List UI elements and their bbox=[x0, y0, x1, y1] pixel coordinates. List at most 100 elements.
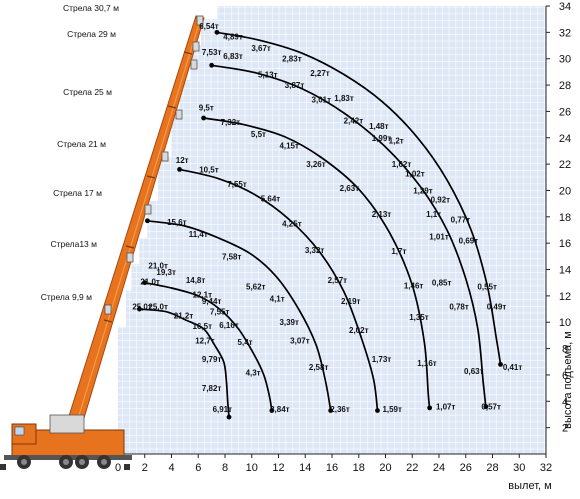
x-axis-label: вылет, м bbox=[508, 480, 551, 492]
capacity-label: 21,2т bbox=[174, 312, 194, 321]
capacity-label: 3,67т bbox=[251, 44, 271, 53]
capacity-label: 5,4т bbox=[238, 338, 253, 347]
load-curves bbox=[137, 29, 503, 420]
hook-blocks bbox=[104, 15, 204, 315]
capacity-label: 1,2т bbox=[389, 136, 404, 145]
capacity-label: 3,84т bbox=[270, 405, 290, 414]
capacity-label: 16,5т bbox=[193, 322, 213, 331]
y-tick-label: 14 bbox=[559, 265, 571, 277]
capacity-label: 21,0т bbox=[148, 262, 168, 271]
capacity-label: 1,83т bbox=[334, 94, 354, 103]
capacity-label: 6,16т bbox=[219, 321, 239, 330]
capacity-label: 1,29т bbox=[413, 186, 433, 195]
capacity-label: 0,77т bbox=[451, 215, 471, 224]
y-tick-label: 30 bbox=[559, 54, 571, 66]
curve-end-point bbox=[375, 408, 380, 413]
x-tick-label: 28 bbox=[486, 462, 498, 474]
capacity-label: 3,32т bbox=[305, 246, 325, 255]
x-tick-label: 2 bbox=[142, 462, 148, 474]
boom-label: Стрела 17 м bbox=[53, 188, 102, 198]
capacity-label: 2,13т bbox=[372, 210, 392, 219]
capacity-label: 1,01т bbox=[429, 233, 449, 242]
capacity-label: 5,62т bbox=[246, 283, 266, 292]
capacity-label: 12,7т bbox=[195, 337, 215, 346]
y-tick-label: 22 bbox=[559, 159, 571, 171]
y-tick-label: 26 bbox=[559, 106, 571, 118]
capacity-label: 6,83т bbox=[223, 52, 243, 61]
truck bbox=[0, 414, 132, 470]
boom-label: Стрела 25 м bbox=[63, 87, 112, 97]
curve-end-point bbox=[427, 405, 433, 411]
capacity-label: 7,58т bbox=[222, 252, 242, 261]
y-tick-label: 34 bbox=[559, 1, 571, 13]
curve-end-point bbox=[226, 414, 232, 420]
capacity-label: 0,92т bbox=[431, 196, 451, 205]
capacity-label: 1,59т bbox=[382, 405, 402, 414]
capacity-label: 1,62т bbox=[392, 160, 412, 169]
x-tick-label: 8 bbox=[222, 462, 228, 474]
capacity-label: 0,55т bbox=[477, 283, 497, 292]
boom-label: Стрела 30,7 м bbox=[63, 3, 119, 13]
x-tick-label: 32 bbox=[540, 462, 552, 474]
curve-end-point bbox=[498, 362, 503, 367]
y-tick-label: 32 bbox=[559, 27, 571, 39]
curve-end-point bbox=[328, 408, 334, 413]
capacity-label: 4,1т bbox=[270, 295, 285, 304]
capacity-label: 25,0т bbox=[148, 302, 168, 311]
capacity-label: 4,3т bbox=[246, 368, 261, 377]
capacity-label: 0,41т bbox=[503, 363, 523, 372]
capacity-label: 1,7т bbox=[391, 247, 406, 256]
x-tick-label: 26 bbox=[460, 462, 472, 474]
capacity-label: 2,42т bbox=[344, 117, 364, 126]
load-curve bbox=[144, 281, 273, 411]
capacity-label: 6,91т bbox=[213, 405, 233, 414]
curve-start-point bbox=[137, 306, 142, 312]
x-tick-label: 22 bbox=[406, 462, 418, 474]
capacity-label: 2,02т bbox=[349, 326, 369, 335]
load-curve bbox=[147, 219, 332, 411]
capacity-label: 1,73т bbox=[372, 355, 392, 364]
curve-start-point bbox=[214, 29, 220, 35]
curve-start-point bbox=[177, 166, 182, 172]
capacity-label: 15,6т bbox=[167, 218, 187, 227]
capacity-label: 2,27т bbox=[310, 69, 330, 78]
y-tick-label: 16 bbox=[559, 238, 571, 250]
capacity-label: 5,64т bbox=[261, 194, 281, 203]
y-tick-label: 10 bbox=[559, 317, 571, 329]
capacity-label: 0,49т bbox=[487, 302, 507, 311]
capacity-label: 2,63т bbox=[340, 184, 360, 193]
capacity-label: 0,85т bbox=[432, 279, 452, 288]
capacity-label: 2,36т bbox=[330, 405, 350, 414]
boom-label: Стрела 29 м bbox=[67, 29, 116, 39]
capacity-label: 1,16т bbox=[417, 359, 437, 368]
capacity-label: 2,58т bbox=[309, 363, 329, 372]
capacity-label: 3,26т bbox=[306, 160, 326, 169]
capacity-label: 3,87т bbox=[285, 81, 305, 90]
capacity-label: 7,32т bbox=[221, 118, 241, 127]
grid-area bbox=[118, 6, 546, 454]
load-curve bbox=[216, 31, 502, 365]
crane-truck-illustration bbox=[0, 15, 205, 470]
y-axis-label: высота подъема, м bbox=[562, 331, 574, 429]
capacity-label: 0,69т bbox=[459, 237, 479, 246]
curve-end-point bbox=[483, 404, 489, 409]
y-tick-label: 8 bbox=[562, 344, 568, 356]
capacity-label: 1,1т bbox=[426, 210, 441, 219]
y-tick-label: 2 bbox=[562, 423, 568, 435]
curve-start-point bbox=[201, 115, 207, 121]
capacity-label: 3,07т bbox=[290, 337, 310, 346]
capacity-label: 21,0т bbox=[140, 277, 160, 286]
capacity-label: 1,48т bbox=[369, 122, 389, 131]
capacity-label: 7,55т bbox=[210, 308, 230, 317]
capacity-label: 5,13т bbox=[258, 71, 278, 80]
load-curve bbox=[179, 168, 379, 411]
curve-start-point bbox=[145, 218, 150, 224]
capacity-label: 3,39т bbox=[279, 318, 299, 327]
x-axis: 0 2 4 6 8 10 12 14 16 18 20 22 24 26 28 30 32 bbox=[115, 453, 552, 474]
y-tick-label: 28 bbox=[559, 80, 571, 92]
x-tick-label: 10 bbox=[246, 462, 258, 474]
capacity-label: 6,54т bbox=[199, 22, 219, 31]
curve-start-point bbox=[142, 280, 148, 286]
